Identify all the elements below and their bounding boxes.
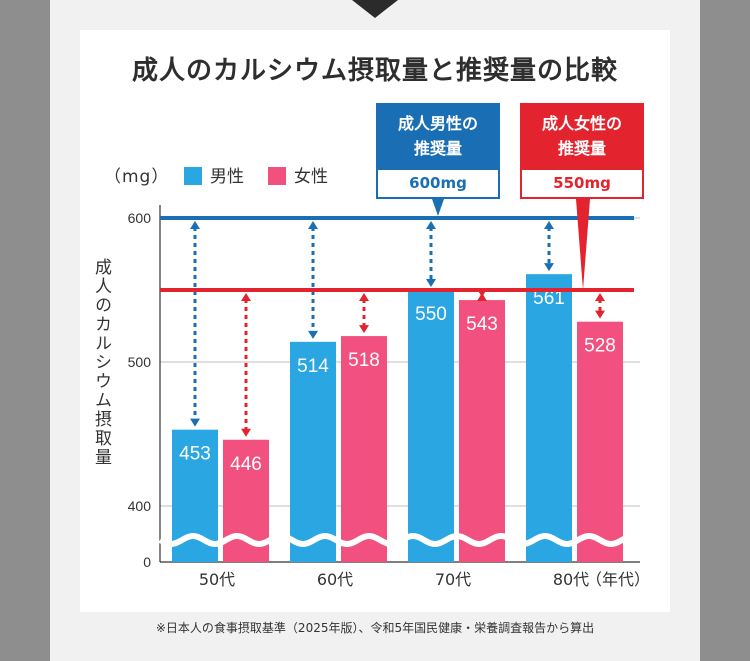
x-tick-70代: 70代	[435, 570, 471, 589]
female-callout-line2: 推奨量	[557, 139, 606, 158]
x-tick-50代: 50代	[199, 570, 235, 589]
data-label-male-70代: 550	[415, 304, 447, 325]
female-recommendation-value: 550mg	[520, 168, 644, 199]
axis-break-wave	[158, 533, 642, 547]
gap-arrow-top-male-60代	[308, 221, 318, 229]
gap-arrow-bottom-male-60代	[308, 330, 318, 339]
female-callout-pointer	[576, 199, 590, 290]
gap-arrow-top-male-80代	[544, 221, 554, 229]
legend-male-label: 男性	[210, 167, 244, 187]
gap-arrow-bottom-male-50代	[190, 418, 200, 427]
gap-arrow-top-male-50代	[190, 221, 200, 229]
y-tick-600: 600	[128, 210, 152, 226]
gap-arrow-top-male-70代	[426, 221, 436, 229]
gap-arrow-bottom-female-80代	[595, 310, 605, 319]
y-tick-400: 400	[128, 498, 152, 514]
y-tick-500: 500	[128, 354, 152, 370]
gap-arrow-bottom-male-80代	[544, 263, 554, 272]
male-callout-pointer	[432, 199, 444, 216]
male-recommendation-callout: 成人男性の 推奨量	[376, 103, 500, 168]
data-label-male-60代: 514	[297, 356, 329, 377]
x-axis-label: （年代）	[586, 570, 650, 589]
down-arrow-icon	[352, 0, 398, 18]
gap-arrow-top-female-50代	[241, 293, 251, 301]
y-tick-0: 0	[143, 554, 151, 570]
bar-female-60代	[341, 336, 387, 562]
female-callout-line1: 成人女性の	[541, 114, 622, 133]
male-callout-line2: 推奨量	[413, 139, 462, 158]
footnote: ※日本人の食事摂取基準（2025年版）、令和5年国民健康・栄養調査報告から算出	[155, 621, 595, 635]
bar-female-70代	[459, 300, 505, 562]
y-axis-label: 成人のカルシウム摂取量	[91, 258, 111, 467]
unit-label: （mg）	[104, 167, 170, 187]
data-label-female-60代: 518	[348, 350, 380, 371]
gap-arrow-bottom-female-50代	[241, 428, 251, 437]
bar-male-80代	[526, 274, 572, 562]
data-label-male-80代: 561	[533, 288, 565, 309]
data-label-female-80代: 528	[584, 336, 616, 357]
legend-male: 男性	[184, 162, 244, 187]
chart-title: 成人のカルシウム摂取量と推奨量の比較	[131, 56, 618, 86]
data-label-male-50代: 453	[179, 444, 211, 465]
gap-arrow-top-female-80代	[595, 293, 605, 301]
gap-arrow-bottom-female-60代	[359, 325, 369, 334]
legend-female-swatch	[268, 167, 286, 185]
x-tick-60代: 60代	[317, 570, 353, 589]
legend-male-swatch	[184, 167, 202, 185]
gap-arrow-top-female-60代	[359, 293, 369, 301]
legend-female-label: 女性	[294, 167, 328, 187]
data-label-female-70代: 543	[466, 314, 498, 335]
female-recommendation-callout: 成人女性の 推奨量	[520, 103, 644, 168]
bar-female-80代	[577, 321, 623, 562]
bar-male-70代	[408, 290, 454, 562]
gap-arrow-bottom-male-70代	[426, 279, 436, 287]
male-callout-line1: 成人男性の	[397, 114, 478, 133]
bar-male-60代	[290, 341, 336, 562]
data-label-female-50代: 446	[230, 454, 262, 475]
male-recommendation-value: 600mg	[376, 168, 500, 199]
legend-female: 女性	[268, 162, 328, 187]
x-tick-80代: 80代	[553, 570, 589, 589]
